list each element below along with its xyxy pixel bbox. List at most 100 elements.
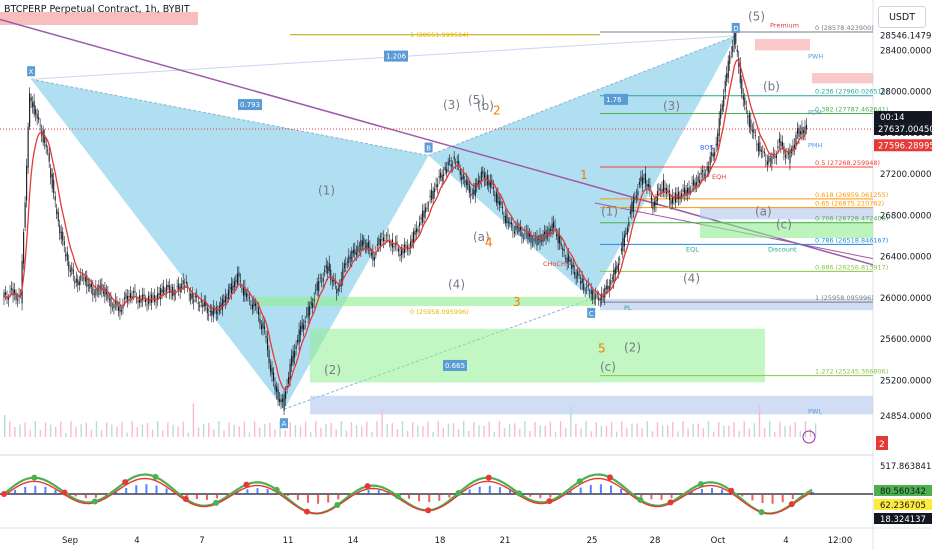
elliott-wave-label: (2) — [324, 363, 341, 377]
candle-body — [606, 286, 607, 289]
candle-body — [241, 289, 242, 290]
candle-body — [156, 302, 157, 303]
fib-label: 0.706 (26728.472400) — [815, 215, 888, 223]
fib-label: 0.236 (27960.026515) — [815, 88, 888, 96]
volume-bar — [652, 431, 653, 437]
volume-bar — [274, 429, 275, 437]
volume-bar — [759, 406, 760, 437]
point-label: X — [29, 68, 34, 76]
candle-body — [633, 200, 634, 212]
volume-bar — [422, 426, 423, 437]
osc-dot — [243, 482, 249, 488]
ratio-label: 1.76 — [606, 96, 622, 104]
osc-dot — [546, 498, 552, 504]
osc-dot — [425, 507, 431, 513]
currency-button[interactable]: USDT — [878, 6, 926, 28]
candle-body — [661, 189, 662, 192]
candle-body — [153, 296, 154, 297]
osc-label: 18.324137 — [880, 515, 926, 525]
candle-body — [231, 283, 232, 293]
osc-histogram-bar — [539, 494, 541, 498]
volume-bar — [320, 428, 321, 437]
candle-body — [275, 384, 276, 389]
volume-bar — [774, 432, 775, 437]
osc-histogram-bar — [418, 494, 420, 501]
osc-dot — [698, 481, 704, 487]
candle-body — [457, 161, 458, 163]
volume-bar — [285, 431, 286, 437]
candle-body — [74, 281, 75, 283]
candle-body — [387, 235, 388, 236]
candle-body — [234, 281, 235, 287]
candle-body — [406, 245, 407, 246]
volume-bar — [478, 425, 479, 437]
candle-body — [261, 325, 262, 329]
candle-body — [412, 239, 413, 243]
level-label: PWH — [808, 53, 823, 61]
osc-dot — [486, 475, 492, 481]
volume-bar — [534, 422, 535, 437]
volume-bar — [40, 430, 41, 437]
candle-body — [68, 262, 69, 270]
candle-body — [338, 288, 339, 290]
candle-body — [416, 228, 417, 232]
candle-body — [588, 285, 589, 287]
volume-bar — [738, 431, 739, 437]
volume-bar — [448, 424, 449, 437]
time-tick-label: 4 — [783, 536, 788, 546]
candle-body — [410, 242, 411, 248]
volume-bar — [565, 428, 566, 437]
volume-bar — [239, 427, 240, 437]
candle-body — [737, 49, 738, 52]
candle-body — [502, 207, 503, 209]
candle-body — [262, 322, 263, 328]
candle-body — [365, 246, 366, 247]
candle-body — [293, 351, 294, 363]
candle-body — [124, 297, 125, 299]
candle-body — [270, 364, 271, 371]
osc-histogram-bar — [812, 492, 814, 494]
candle-body — [259, 319, 260, 325]
candle-body — [383, 237, 384, 241]
osc-histogram-bar — [297, 494, 299, 500]
fib-label: 1 (25958.095996) — [815, 294, 874, 302]
candle-body — [55, 196, 56, 200]
candle-body — [265, 336, 266, 338]
premium-zone — [755, 39, 810, 50]
volume-bar — [356, 425, 357, 437]
candle-body — [46, 144, 47, 147]
candle-body — [752, 130, 753, 132]
candle-body — [267, 338, 268, 350]
volume-bar — [412, 422, 413, 437]
candle-body — [97, 290, 98, 291]
candle-body — [490, 181, 491, 187]
candle-body — [567, 258, 568, 264]
candle-body — [354, 249, 355, 254]
volume-bar — [132, 421, 133, 437]
orange-wave-label: 2 — [493, 103, 501, 117]
candle-body — [765, 160, 766, 161]
candle-body — [250, 305, 251, 306]
volume-bar — [529, 431, 530, 437]
last-price-label: 27637.004500 — [878, 125, 932, 135]
candle-body — [23, 232, 24, 263]
candle-body — [32, 102, 33, 107]
candle-body — [83, 278, 84, 279]
candle-body — [10, 291, 11, 292]
candle-body — [52, 174, 53, 189]
candle-body — [29, 93, 30, 127]
candle-body — [318, 281, 319, 291]
candle-body — [624, 235, 625, 247]
osc-histogram-bar — [741, 494, 743, 496]
osc-histogram-bar — [469, 489, 471, 494]
osc-histogram-bar — [479, 487, 481, 494]
candle-body — [13, 289, 14, 295]
osc-histogram-bar — [287, 494, 289, 496]
volume-bar — [642, 428, 643, 437]
osc-dot — [728, 488, 734, 494]
osc-histogram-bar — [34, 486, 36, 494]
